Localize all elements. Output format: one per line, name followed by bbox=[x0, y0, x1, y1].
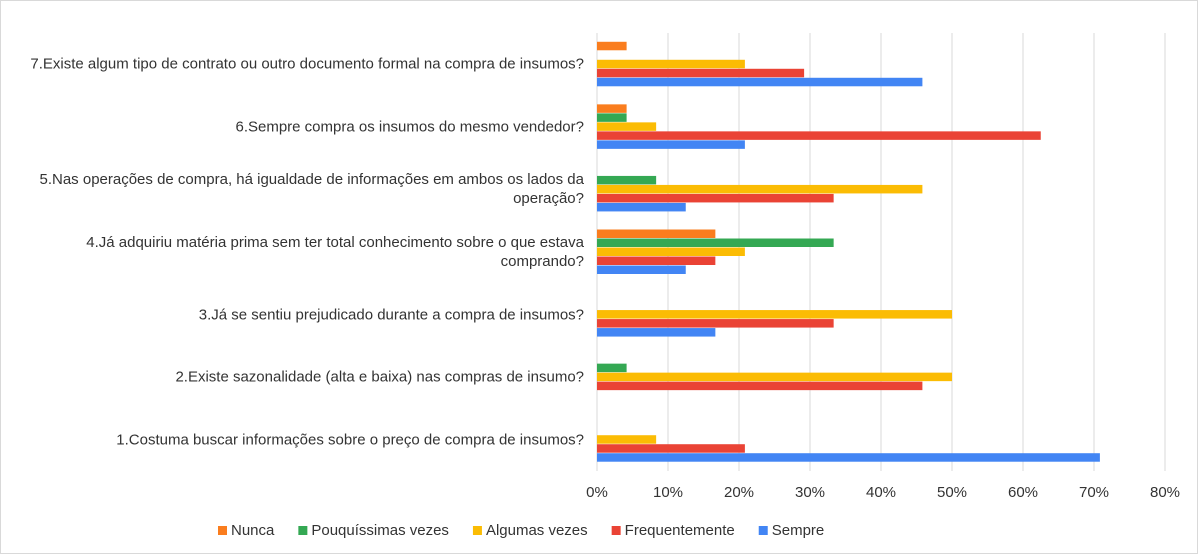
legend-swatch bbox=[758, 526, 768, 535]
bar bbox=[597, 381, 923, 391]
bar bbox=[597, 140, 745, 149]
legend-swatch bbox=[298, 526, 308, 535]
bar bbox=[597, 444, 745, 453]
bar bbox=[597, 77, 923, 87]
bar bbox=[597, 113, 627, 122]
x-tick-label: 0% bbox=[586, 484, 608, 501]
legend-label: Nunca bbox=[231, 522, 275, 539]
bar bbox=[597, 363, 627, 373]
category-label: 2.Existe sazonalidade (alta e baixa) nas… bbox=[175, 368, 584, 386]
x-tick-label: 40% bbox=[866, 484, 896, 501]
category-label: 4.Já adquiriu matéria prima sem ter tota… bbox=[86, 234, 584, 270]
bar bbox=[597, 372, 952, 382]
x-tick-label: 20% bbox=[724, 484, 754, 501]
bar bbox=[597, 265, 686, 274]
bar bbox=[597, 328, 716, 337]
bar bbox=[597, 175, 657, 185]
bar bbox=[597, 193, 834, 203]
legend-label: Frequentemente bbox=[625, 522, 735, 539]
bar bbox=[597, 59, 745, 69]
bar bbox=[597, 247, 745, 256]
bar bbox=[597, 256, 716, 265]
bar bbox=[597, 435, 657, 444]
bar bbox=[597, 238, 834, 247]
legend-label: Sempre bbox=[772, 522, 825, 539]
category-label: 3.Já se sentiu prejudicado durante a com… bbox=[198, 306, 584, 324]
bar bbox=[597, 131, 1041, 140]
category-label: 1.Costuma buscar informações sobre o pre… bbox=[116, 431, 584, 449]
x-tick-label: 10% bbox=[653, 484, 683, 501]
legend-swatch bbox=[611, 526, 621, 535]
legend-label: Algumas vezes bbox=[486, 522, 588, 539]
legend-swatch bbox=[472, 526, 482, 535]
category-label: 7.Existe algum tipo de contrato ou outro… bbox=[30, 55, 584, 73]
bar bbox=[597, 229, 716, 238]
x-tick-label: 60% bbox=[1008, 484, 1038, 501]
bar bbox=[597, 310, 952, 319]
legend-label: Pouquíssimas vezes bbox=[311, 522, 449, 539]
bar bbox=[597, 184, 923, 194]
x-tick-label: 80% bbox=[1150, 484, 1180, 501]
category-label: 5.Nas operações de compra, há igualdade … bbox=[39, 171, 585, 208]
bar bbox=[597, 319, 834, 328]
bar bbox=[597, 104, 627, 113]
bar bbox=[597, 202, 686, 212]
category-label: 6.Sempre compra os insumos do mesmo vend… bbox=[235, 118, 584, 136]
x-tick-label: 50% bbox=[937, 484, 967, 501]
x-tick-label: 30% bbox=[795, 484, 825, 501]
legend-swatch bbox=[218, 526, 227, 535]
bar bbox=[597, 122, 657, 131]
bar bbox=[597, 41, 627, 51]
x-tick-label: 70% bbox=[1079, 484, 1109, 501]
bar bbox=[597, 68, 805, 78]
bar bbox=[597, 453, 1100, 462]
